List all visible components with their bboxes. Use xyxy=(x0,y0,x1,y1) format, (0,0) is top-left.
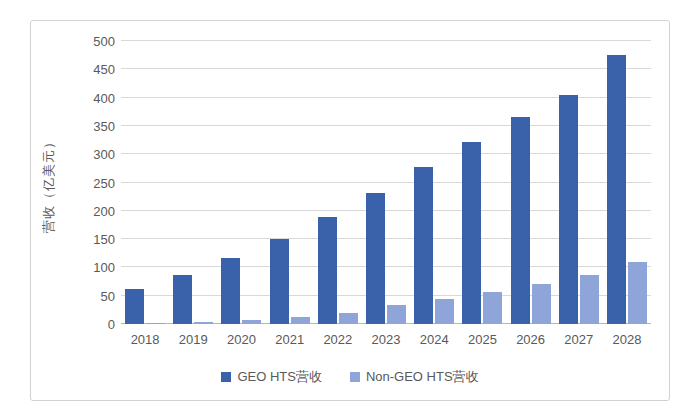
y-tick-label-50: 50 xyxy=(101,289,115,302)
bar-geo-2026 xyxy=(511,117,530,324)
x-tick-label-2021: 2021 xyxy=(266,332,314,347)
bar-non-geo-2020 xyxy=(242,320,261,324)
y-tick-label-200: 200 xyxy=(93,204,115,217)
bar-group-2024 xyxy=(410,41,458,324)
bar-geo-2027 xyxy=(559,95,578,324)
bar-group-2025 xyxy=(458,41,506,324)
legend-swatch-non-geo xyxy=(350,372,360,382)
bar-non-geo-2021 xyxy=(291,317,310,324)
chart-card: 营收（亿美元） 050100150200250300350400450500 2… xyxy=(30,20,670,401)
bar-geo-2023 xyxy=(366,193,385,324)
y-tick-label-100: 100 xyxy=(93,261,115,274)
bar-groups xyxy=(121,41,651,324)
x-tick-label-2022: 2022 xyxy=(314,332,362,347)
bar-non-geo-2026 xyxy=(532,284,551,324)
legend-item-non-geo: Non-GEO HTS营收 xyxy=(350,368,479,386)
x-tick-label-2023: 2023 xyxy=(362,332,410,347)
x-tick-label-2018: 2018 xyxy=(121,332,169,347)
bar-group-2027 xyxy=(555,41,603,324)
bar-group-2026 xyxy=(507,41,555,324)
x-tick-label-2019: 2019 xyxy=(169,332,217,347)
x-tick-label-2020: 2020 xyxy=(217,332,265,347)
bar-group-2028 xyxy=(603,41,651,324)
y-tick-label-300: 300 xyxy=(93,148,115,161)
bar-non-geo-2022 xyxy=(339,313,358,324)
bar-geo-2019 xyxy=(173,275,192,324)
x-axis-labels: 2018201920202021202220232024202520262027… xyxy=(121,332,651,347)
legend: GEO HTS营收 Non-GEO HTS营收 xyxy=(31,368,669,386)
x-tick-label-2027: 2027 xyxy=(555,332,603,347)
legend-label-geo: GEO HTS营收 xyxy=(237,368,322,386)
bar-geo-2025 xyxy=(462,142,481,324)
plot-area xyxy=(121,41,651,324)
y-tick-label-150: 150 xyxy=(93,233,115,246)
bar-group-2022 xyxy=(314,41,362,324)
bar-geo-2018 xyxy=(125,289,144,324)
bar-geo-2021 xyxy=(270,239,289,324)
bar-non-geo-2027 xyxy=(580,275,599,324)
y-tick-label-0: 0 xyxy=(108,318,115,331)
bar-geo-2022 xyxy=(318,217,337,324)
x-tick-label-2024: 2024 xyxy=(410,332,458,347)
y-tick-label-450: 450 xyxy=(93,63,115,76)
bar-group-2019 xyxy=(169,41,217,324)
legend-label-non-geo: Non-GEO HTS营收 xyxy=(366,368,479,386)
bar-geo-2020 xyxy=(221,258,240,324)
x-tick-label-2025: 2025 xyxy=(458,332,506,347)
bar-geo-2024 xyxy=(414,167,433,324)
legend-swatch-geo xyxy=(221,372,231,382)
bar-non-geo-2024 xyxy=(435,299,454,324)
bar-group-2023 xyxy=(362,41,410,324)
x-tick-label-2026: 2026 xyxy=(507,332,555,347)
bar-non-geo-2023 xyxy=(387,305,406,324)
y-tick-label-500: 500 xyxy=(93,35,115,48)
y-tick-label-400: 400 xyxy=(93,91,115,104)
bar-non-geo-2018 xyxy=(146,323,165,324)
y-axis-ticks: 050100150200250300350400450500 xyxy=(31,41,115,324)
bar-geo-2028 xyxy=(607,55,626,324)
bar-group-2018 xyxy=(121,41,169,324)
bar-group-2020 xyxy=(217,41,265,324)
y-tick-label-350: 350 xyxy=(93,119,115,132)
bar-non-geo-2028 xyxy=(628,262,647,324)
x-tick-label-2028: 2028 xyxy=(603,332,651,347)
bar-group-2021 xyxy=(266,41,314,324)
bar-non-geo-2025 xyxy=(483,292,502,324)
bar-non-geo-2019 xyxy=(194,322,213,324)
legend-item-geo: GEO HTS营收 xyxy=(221,368,322,386)
y-tick-label-250: 250 xyxy=(93,176,115,189)
